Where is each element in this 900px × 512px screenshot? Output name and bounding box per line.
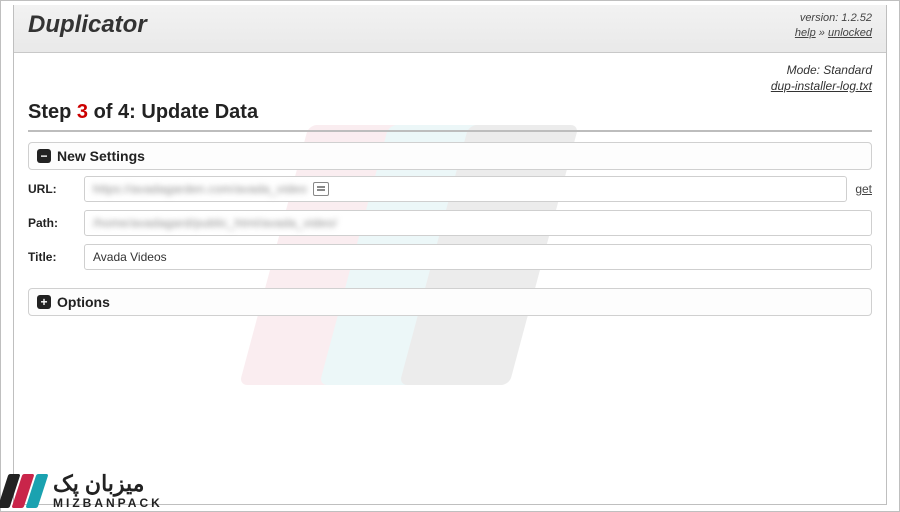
panel-new-settings-title: New Settings [57, 148, 145, 164]
watermark-logo: میزبان پک MIZBANPACK [3, 473, 163, 509]
get-link[interactable]: get [855, 182, 872, 196]
logo-en: MIZBANPACK [53, 497, 163, 509]
help-link[interactable]: help [795, 27, 816, 39]
logo-fa: میزبان پک [53, 473, 163, 495]
expand-icon: + [37, 295, 51, 309]
url-field-wrap: https://avadagarden.com/avada_video [84, 176, 847, 202]
title-field-wrap [84, 244, 872, 270]
panel-options-title: Options [57, 294, 110, 310]
label-title: Title: [28, 250, 84, 264]
row-path: Path: /home/avadagard/public_html/avada_… [28, 210, 872, 236]
collapse-icon: − [37, 149, 51, 163]
panel-options[interactable]: + Options [28, 288, 872, 316]
new-settings-form: URL: https://avadagarden.com/avada_video… [28, 176, 872, 270]
row-url: URL: https://avadagarden.com/avada_video… [28, 176, 872, 202]
step-name: Update Data [141, 101, 258, 123]
step-middle: of 4: [88, 101, 141, 123]
top-bar: Duplicator version: 1.2.52 help » unlock… [14, 5, 886, 53]
step-title: Step 3 of 4: Update Data [14, 99, 886, 130]
meta-separator: » [819, 27, 825, 39]
version-label: version: [800, 12, 839, 24]
title-input[interactable] [93, 250, 863, 264]
label-url: URL: [28, 182, 84, 196]
step-number: 3 [77, 101, 88, 123]
divider [28, 130, 872, 132]
step-prefix: Step [28, 101, 77, 123]
version-value: 1.2.52 [841, 12, 872, 24]
panel-new-settings[interactable]: − New Settings [28, 142, 872, 170]
app-container: Duplicator version: 1.2.52 help » unlock… [13, 5, 887, 505]
row-title: Title: [28, 244, 872, 270]
logo-bars [3, 474, 43, 508]
top-meta: version: 1.2.52 help » unlocked [795, 11, 872, 42]
installer-log-link[interactable]: dup-installer-log.txt [771, 79, 872, 93]
window-frame: Duplicator version: 1.2.52 help » unlock… [0, 0, 900, 512]
label-path: Path: [28, 216, 84, 230]
brand-title: Duplicator [28, 11, 147, 39]
mode-indicator: Mode: Standard [771, 63, 872, 77]
logo-text: میزبان پک MIZBANPACK [53, 473, 163, 509]
url-input[interactable]: https://avadagarden.com/avada_video [93, 182, 307, 196]
path-field-wrap: /home/avadagard/public_html/avada_video/ [84, 210, 872, 236]
unlocked-link[interactable]: unlocked [828, 27, 872, 39]
path-input[interactable]: /home/avadagard/public_html/avada_video/ [93, 216, 337, 230]
sub-header: Mode: Standard dup-installer-log.txt [14, 53, 886, 99]
url-picker-icon[interactable] [313, 182, 329, 196]
